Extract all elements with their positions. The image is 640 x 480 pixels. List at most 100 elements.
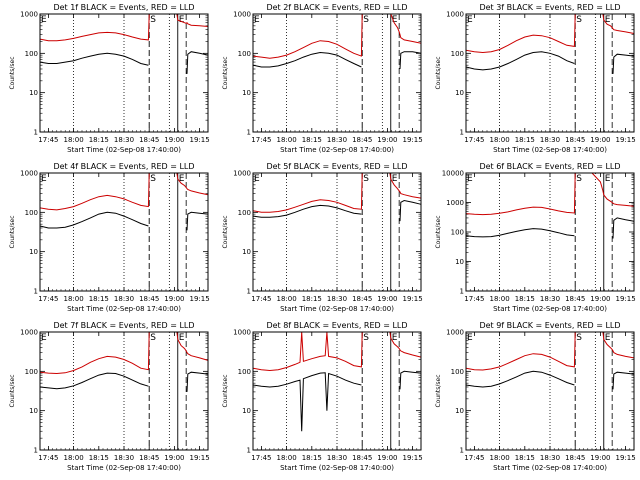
series-line-events (39, 211, 209, 231)
marker-label: E (41, 15, 47, 25)
x-tick-label: 18:30 (327, 454, 347, 462)
plot-frame (465, 172, 635, 292)
y-tick-label: 10000 (442, 170, 464, 178)
y-tick-label: 100 (451, 368, 464, 376)
plot-frame (252, 331, 422, 451)
x-tick-label: 17:45 (464, 454, 484, 462)
x-tick-label: 19:00 (377, 454, 397, 462)
x-tick-label: 19:15 (403, 295, 423, 303)
x-axis-label: Start Time (02-Sep-08 17:40:00) (67, 464, 181, 472)
y-tick-label: 100 (25, 368, 38, 376)
x-tick-label: 18:00 (64, 136, 84, 144)
marker-label: E (392, 174, 398, 184)
x-tick-label: 18:15 (89, 454, 109, 462)
y-tick-label: 10 (455, 407, 464, 415)
y-tick-label: 1 (460, 447, 464, 455)
x-tick-label: 18:30 (540, 295, 560, 303)
y-axis-label: Counts/sec (222, 215, 229, 248)
y-tick-label: 100 (451, 229, 464, 237)
x-axis-label: Start Time (02-Sep-08 17:40:00) (493, 146, 607, 154)
x-axis-label: Start Time (02-Sep-08 17:40:00) (280, 305, 394, 313)
x-tick-label: 18:30 (114, 295, 134, 303)
plot-frame (252, 13, 422, 133)
x-tick-label: 19:00 (590, 136, 610, 144)
x-tick-label: 17:45 (251, 136, 271, 144)
y-tick-label: 100 (451, 50, 464, 58)
y-tick-label: 1 (460, 288, 464, 296)
chart-panel-2: Det 2f BLACK = Events, RED = LLD Counts/s… (222, 3, 423, 154)
y-tick-label: 10 (29, 407, 38, 415)
x-tick-label: 18:30 (114, 136, 134, 144)
chart-panel-9: Det 9f BLACK = Events, RED = LLD Counts/s… (435, 321, 636, 472)
x-axis-label: Start Time (02-Sep-08 17:40:00) (493, 464, 607, 472)
x-tick-label: 18:15 (302, 295, 322, 303)
x-tick-label: 18:00 (277, 454, 297, 462)
y-tick-label: 100 (238, 209, 251, 217)
marker-label: S (363, 174, 369, 184)
x-tick-label: 19:00 (164, 136, 184, 144)
x-tick-label: 17:45 (464, 295, 484, 303)
x-tick-label: 19:15 (616, 295, 636, 303)
y-tick-label: 1 (34, 129, 38, 137)
x-tick-label: 18:45 (139, 136, 159, 144)
x-tick-label: 18:45 (139, 454, 159, 462)
y-tick-label: 1 (34, 288, 38, 296)
marker-label: E (392, 333, 398, 343)
x-tick-label: 17:45 (251, 454, 271, 462)
y-tick-label: 1000 (233, 11, 251, 19)
x-tick-label: 17:45 (38, 295, 58, 303)
y-axis-label: Counts/sec (222, 56, 229, 89)
marker-label: E (254, 174, 260, 184)
x-tick-label: 19:00 (377, 136, 397, 144)
y-tick-label: 10 (242, 407, 251, 415)
x-tick-label: 18:30 (114, 454, 134, 462)
y-tick-label: 1000 (446, 11, 464, 19)
marker-label: E (179, 333, 185, 343)
x-axis-label: Start Time (02-Sep-08 17:40:00) (493, 305, 607, 313)
x-tick-label: 19:00 (590, 454, 610, 462)
x-tick-label: 19:15 (616, 136, 636, 144)
y-tick-label: 10 (29, 89, 38, 97)
x-tick-label: 19:00 (164, 454, 184, 462)
y-tick-label: 1000 (20, 329, 38, 337)
y-tick-label: 1000 (20, 11, 38, 19)
marker-label: S (150, 333, 156, 343)
x-tick-label: 18:45 (352, 454, 372, 462)
marker-label: E (41, 333, 47, 343)
y-tick-label: 100 (25, 209, 38, 217)
x-tick-label: 18:45 (565, 454, 585, 462)
chart-panel-4: Det 4f BLACK = Events, RED = LLD Counts/s… (9, 162, 210, 313)
y-tick-label: 10 (242, 89, 251, 97)
chart-title: Det 6f BLACK = Events, RED = LLD (479, 162, 620, 171)
marker-label: E (254, 333, 260, 343)
y-axis-label: Counts/sec (9, 374, 16, 407)
y-tick-label: 1000 (446, 199, 464, 207)
x-tick-label: 19:00 (590, 295, 610, 303)
plot-frame (39, 13, 209, 133)
marker-label: E (605, 333, 611, 343)
marker-label: S (576, 174, 582, 184)
y-tick-label: 1000 (233, 329, 251, 337)
marker-label: S (576, 15, 582, 25)
plot-frame (465, 331, 635, 451)
x-tick-label: 19:15 (403, 136, 423, 144)
x-tick-label: 17:45 (464, 136, 484, 144)
y-tick-label: 1000 (446, 329, 464, 337)
series-line-events (39, 371, 209, 392)
y-axis-label: Counts/sec (9, 56, 16, 89)
series-line-events (252, 370, 422, 432)
y-axis-label: Counts/sec (435, 56, 442, 89)
x-tick-label: 19:00 (377, 295, 397, 303)
x-tick-label: 19:00 (164, 295, 184, 303)
chart-panel-6: Det 6f BLACK = Events, RED = LLD Counts/s… (435, 162, 636, 313)
marker-label: E (179, 174, 185, 184)
series-line-events (465, 370, 635, 390)
marker-label: E (392, 15, 398, 25)
y-tick-label: 10 (455, 89, 464, 97)
marker-label: E (467, 333, 473, 343)
x-tick-label: 17:45 (251, 295, 271, 303)
series-line-events (252, 51, 422, 70)
x-tick-label: 18:15 (515, 454, 535, 462)
y-tick-label: 1000 (20, 170, 38, 178)
